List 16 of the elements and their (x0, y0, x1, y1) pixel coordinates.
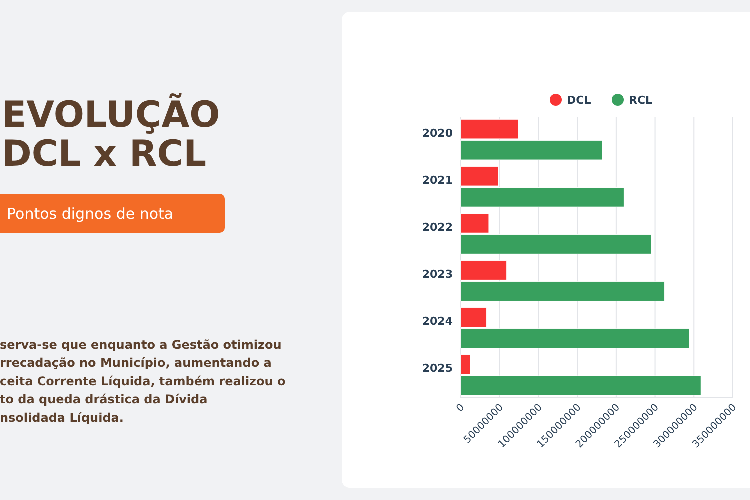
y-tick-label: 2023 (422, 268, 453, 282)
y-tick-label: 2020 (422, 126, 454, 140)
text: rrecadação no Município, aumentando a (0, 356, 272, 370)
y-tick-label: 2022 (422, 220, 453, 234)
text: EVOLUÇÃO DCL x RCL (2, 93, 220, 175)
y-tick-label: 2025 (422, 362, 453, 376)
legend-label: DCL (567, 94, 592, 107)
y-tick-label: 2021 (422, 174, 453, 187)
text: Pontos dignos de nota (7, 205, 174, 223)
legend-label: RCL (629, 94, 653, 107)
text: ceita Corrente Líquida, também realizou o (0, 374, 286, 388)
text: to da queda drástica da Dívida (0, 392, 208, 407)
x-tick-label: 0 (454, 402, 468, 415)
text: serva-se que enquanto a Gestão otimizou (0, 338, 282, 352)
y-tick-label: 2024 (422, 315, 454, 328)
text: nsolidada Líquida. (0, 410, 124, 425)
